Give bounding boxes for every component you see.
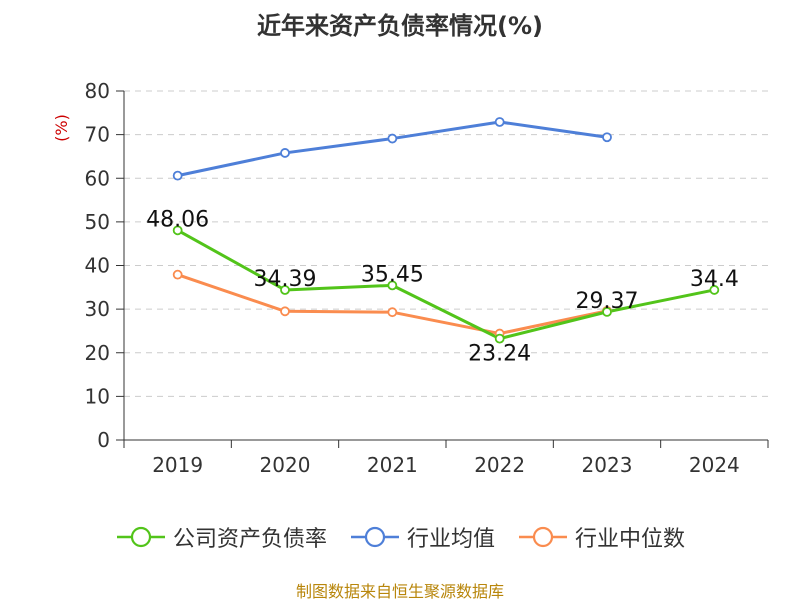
series-line [176, 229, 715, 341]
x-tick-label: 2020 [260, 453, 311, 477]
y-tick-label: 30 [85, 297, 110, 321]
data-point[interactable] [602, 306, 612, 317]
data-label: 35.45 [361, 262, 424, 287]
data-label: 23.24 [468, 342, 531, 367]
data-label: 29.37 [576, 289, 639, 314]
source-note: 制图数据来自恒生聚源数据库 [295, 582, 504, 601]
y-tick-label: 70 [85, 123, 110, 147]
data-point[interactable] [709, 285, 720, 295]
y-tick-label: 40 [85, 254, 110, 278]
y-axis-label: (%) [52, 114, 71, 142]
legend-marker-icon [116, 526, 165, 548]
legend: 公司资产负债率 行业均值 行业中位数 [0, 520, 800, 554]
y-tick-label: 60 [85, 166, 110, 190]
data-point[interactable] [172, 170, 183, 181]
data-label: 48.06 [146, 207, 209, 232]
data-point[interactable] [280, 285, 290, 295]
legend-marker-icon [519, 526, 567, 548]
data-point[interactable] [494, 117, 505, 127]
legend-label: 公司资产负债率 [172, 527, 327, 552]
x-tick-label: 2019 [152, 453, 203, 477]
y-tick-label: 10 [85, 384, 110, 408]
legend-item[interactable]: 行业均值 [349, 521, 495, 553]
y-tick-label: 80 [85, 79, 110, 103]
x-tick-label: 2021 [367, 453, 418, 477]
x-tick-label: 2023 [582, 453, 633, 477]
legend-label: 行业均值 [406, 527, 495, 552]
data-labels: 48.06 34.39 35.45 23.24 29.37 34.4 [146, 207, 739, 366]
legend-item[interactable]: 行业中位数 [517, 521, 685, 553]
series-points [172, 117, 720, 344]
chart-title: 近年来资产负债率情况(%) [257, 12, 543, 40]
data-point[interactable] [172, 269, 183, 280]
y-tick-label: 50 [85, 210, 110, 234]
x-tick-label: 2024 [689, 453, 740, 477]
data-point[interactable] [280, 148, 290, 158]
legend-item[interactable]: 公司资产负债率 [115, 521, 327, 553]
series-line [177, 120, 608, 178]
y-tick-label: 20 [85, 341, 110, 365]
y-tick-label: 0 [97, 428, 110, 452]
axes: 0 10 20 30 40 50 60 70 80 2019 2020 2021 2022 2023 202… [52, 79, 769, 477]
data-point[interactable] [602, 132, 612, 143]
data-label: 34.39 [254, 267, 317, 292]
legend-label: 行业中位数 [575, 527, 686, 552]
legend-marker-icon [350, 526, 399, 548]
data-point[interactable] [172, 225, 183, 236]
x-tick-label: 2022 [474, 453, 525, 477]
gridlines [124, 90, 768, 397]
data-point[interactable] [387, 133, 398, 144]
data-point[interactable] [494, 333, 505, 344]
data-point[interactable] [387, 280, 398, 291]
data-label: 34.4 [690, 267, 739, 292]
data-point[interactable] [280, 306, 290, 317]
data-point[interactable] [387, 307, 398, 318]
